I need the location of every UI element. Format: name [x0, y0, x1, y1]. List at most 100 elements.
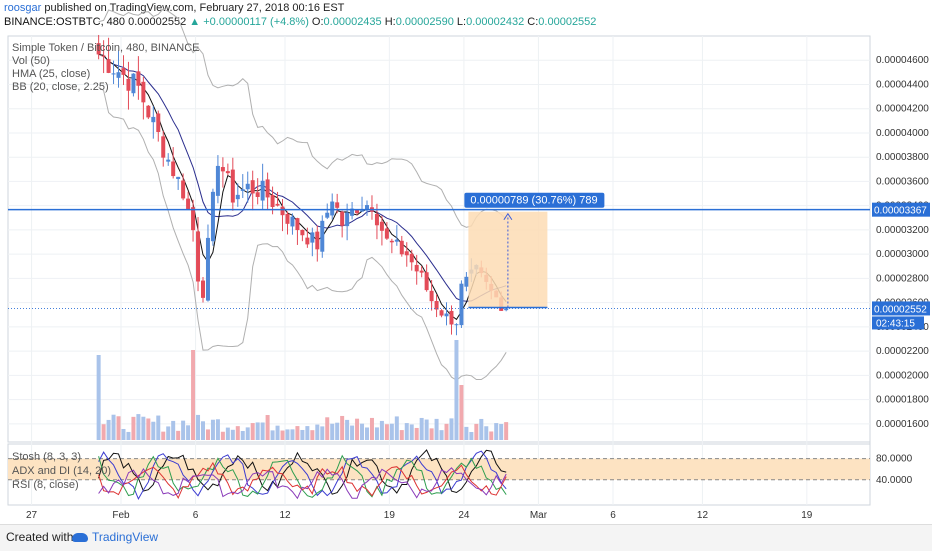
candle-body [454, 324, 459, 326]
volume-bar [335, 422, 340, 440]
footer-bar: Created with TradingView [0, 524, 932, 551]
measure-label-text: 0.00000789 (30.76%) 789 [470, 195, 597, 207]
volume-bar [444, 423, 449, 440]
volume-bar [181, 420, 186, 440]
countdown-tag [872, 316, 924, 330]
hma-indicator-label[interactable]: HMA (25, close) [12, 68, 91, 80]
candle-body [201, 280, 205, 298]
volume-bar [146, 418, 151, 440]
candle-body [220, 167, 225, 172]
adx-indicator-label[interactable]: ADX and DI (14, 20) [12, 465, 112, 477]
volume-bar [220, 431, 225, 440]
oscillator-line [98, 467, 507, 500]
candle-body [374, 213, 379, 226]
candle-body [285, 213, 290, 224]
candle-body [230, 169, 235, 203]
volume-bar [235, 426, 240, 440]
oscillator-line [98, 449, 507, 495]
price-tick-label: 0.00001600 [876, 419, 929, 430]
volume-bar [270, 430, 275, 440]
candle-body [429, 290, 434, 302]
volume-bar [250, 423, 255, 440]
volume-bar [419, 417, 424, 440]
volume-bar [106, 419, 111, 440]
volume-bar [389, 423, 394, 440]
volume-bar [379, 420, 384, 440]
volume-bar [305, 426, 310, 440]
candle-body [191, 207, 196, 231]
price-tick-label: 0.00003000 [876, 249, 929, 260]
candle-body [384, 228, 389, 239]
candle-body [106, 59, 111, 73]
vol-indicator-label[interactable]: Vol (50) [12, 55, 50, 67]
hma-fast-line [98, 53, 507, 321]
high-value: 0.00002590 [395, 16, 454, 28]
bb-indicator-label[interactable]: BB (20, close, 2.25) [12, 81, 109, 93]
price-tick-label: 0.00004000 [876, 128, 929, 139]
candle-body [215, 165, 220, 196]
candle-body [126, 78, 131, 91]
volume-bar [355, 418, 360, 440]
candle-body [121, 68, 126, 75]
candle-body [325, 212, 330, 218]
candle-body [345, 212, 350, 227]
candle-body [166, 159, 171, 162]
volume-bar [295, 426, 300, 440]
volume-bar [300, 429, 305, 440]
price-tick-label: 0.00001800 [876, 395, 929, 406]
volume-bar [474, 423, 479, 440]
volume-bar [111, 414, 116, 440]
candle-body [265, 179, 270, 198]
chart-title-label: Simple Token / Bitcoin, 480, BINANCE [12, 42, 200, 54]
close-label: C: [527, 16, 539, 28]
author-link[interactable]: roosgar [4, 2, 42, 14]
candle-body [414, 264, 419, 272]
volume-bar [116, 416, 121, 440]
candle-body [355, 209, 360, 214]
candle-body [449, 310, 454, 325]
rsi-indicator-label[interactable]: RSI (8, close) [12, 479, 79, 491]
stoch-indicator-label[interactable]: Stosh (8, 3, 3) [12, 451, 82, 463]
oscillator-tick-label: 40.0000 [876, 475, 913, 486]
candle-body [290, 216, 295, 227]
price-tick-label: 0.00002200 [876, 346, 929, 357]
ohlc-line: BINANCE:OSTBTC, 480 0.00002552 ▲ +0.0000… [4, 16, 596, 28]
volume-bar [369, 417, 374, 440]
time-tick-label: 12 [279, 510, 291, 521]
price-tick-label: 0.00004600 [876, 55, 929, 66]
price-tick-label: 0.00003800 [876, 152, 929, 163]
volume-bar [240, 430, 245, 440]
price-chart[interactable]: 0.00004600 0.00004400 0.00004200 0.00004000… [0, 0, 932, 524]
candle-body [235, 194, 240, 200]
tradingview-cloud-icon [72, 533, 88, 543]
candle-body [156, 113, 161, 132]
volume-bar [394, 416, 399, 440]
volume-bar [499, 424, 504, 440]
current-price-tag [872, 301, 930, 316]
candle-body [96, 43, 101, 55]
candle-body [434, 300, 439, 310]
tradingview-logo[interactable]: TradingView [72, 530, 158, 544]
candle-body [176, 176, 181, 180]
close-value: 0.00002552 [538, 16, 597, 28]
candle-body [439, 310, 444, 316]
time-tick-label: 6 [193, 510, 199, 521]
last-price: 0.00002552 [128, 16, 187, 28]
candle-body [394, 239, 399, 242]
volume-bar [215, 419, 220, 440]
candle-body [280, 206, 285, 216]
candle-body [161, 136, 166, 158]
volume-bar [479, 418, 484, 440]
price-tick-label: 0.00003200 [876, 225, 929, 236]
volume-bar [459, 385, 464, 440]
volume-bar [320, 426, 325, 440]
volume-bar [399, 430, 404, 440]
candle-body [335, 202, 340, 208]
volume-bar [454, 340, 459, 440]
volume-bar [255, 422, 260, 440]
up-arrow-icon: ▲ [189, 16, 201, 28]
time-tick-label: Mar [530, 510, 548, 521]
candle-body [350, 208, 355, 216]
measure-arrow-head [503, 212, 513, 221]
candle-body [101, 55, 106, 57]
